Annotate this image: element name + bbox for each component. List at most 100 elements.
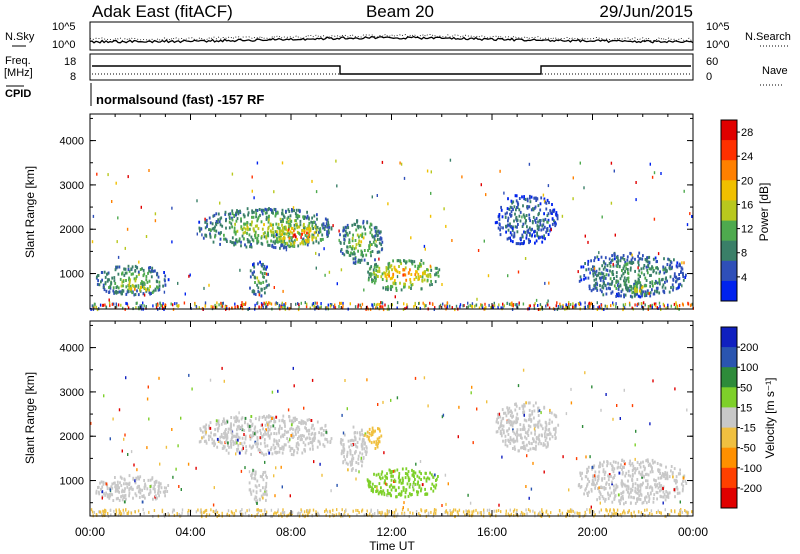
beam-title: Beam 20 — [366, 2, 434, 21]
echo-cell — [220, 433, 223, 436]
echo-cell — [299, 223, 302, 227]
echo-cell — [594, 483, 597, 487]
echo-cell — [164, 283, 167, 287]
ground-scatter-cell — [506, 302, 508, 305]
echo-cell — [552, 427, 555, 431]
echo-cell — [609, 494, 611, 498]
echo-cell — [118, 498, 121, 502]
echo-cell — [544, 429, 547, 433]
echo-cell — [613, 496, 616, 500]
echo-cell — [123, 494, 126, 498]
scatter-cell — [449, 158, 452, 162]
echo-cell — [604, 276, 607, 280]
scatter-cell — [338, 238, 340, 242]
ground-scatter-cell — [396, 301, 399, 305]
ground-scatter-cell — [265, 510, 268, 514]
scatter-cell — [288, 228, 290, 232]
scatter-cell — [238, 411, 240, 415]
echo-cell — [246, 231, 248, 235]
echo-cell — [607, 497, 610, 501]
echo-cell — [627, 490, 630, 494]
echo-cell — [137, 270, 140, 274]
echo-cell — [289, 214, 292, 218]
echo-cell — [517, 223, 519, 226]
echo-cell — [639, 472, 642, 476]
echo-cell — [608, 261, 611, 265]
echo-cell — [268, 214, 270, 218]
echo-cell — [623, 502, 625, 506]
echo-cell — [618, 285, 620, 289]
echo-cell — [405, 467, 408, 471]
echo-cell — [279, 246, 281, 250]
echo-cell — [128, 278, 130, 282]
echo-cell — [645, 284, 648, 288]
ground-scatter-cell — [664, 508, 666, 512]
echo-cell — [210, 431, 212, 435]
scatter-cell — [103, 394, 105, 398]
echo-cell — [601, 495, 604, 499]
echo-cell — [213, 444, 215, 448]
ground-scatter-cell — [418, 302, 420, 305]
ground-scatter-cell — [177, 305, 179, 308]
echo-cell — [344, 225, 347, 229]
echo-cell — [223, 445, 226, 449]
echo-cell — [166, 490, 169, 493]
echo-cell — [678, 273, 680, 276]
echo-cell — [253, 290, 256, 294]
echo-cell — [551, 222, 554, 226]
echo-cell — [291, 421, 294, 425]
echo-cell — [666, 494, 669, 498]
ground-scatter-cell — [341, 508, 343, 512]
echo-cell — [681, 489, 684, 493]
echo-cell — [649, 492, 652, 496]
echo-cell — [634, 471, 636, 475]
echo-cell — [622, 254, 625, 257]
echo-cell — [355, 243, 358, 247]
echo-cell — [408, 271, 410, 275]
echo-cell — [236, 438, 239, 442]
ground-scatter-cell — [155, 305, 158, 309]
echo-cell — [414, 482, 417, 486]
echo-cell — [544, 443, 546, 447]
echo-cell — [257, 227, 260, 231]
echo-cell — [613, 276, 615, 280]
echo-cell — [267, 415, 270, 419]
ground-scatter-cell — [115, 304, 118, 308]
echo-cell — [588, 284, 591, 288]
scatter-cell — [136, 468, 138, 472]
echo-cell — [345, 232, 348, 236]
ground-scatter-cell — [118, 511, 121, 515]
ground-scatter-cell — [600, 508, 602, 512]
echo-cell — [551, 420, 553, 424]
echo-cell — [373, 281, 376, 285]
echo-cell — [413, 260, 416, 264]
ground-scatter-cell — [264, 513, 266, 517]
echo-cell — [613, 467, 616, 471]
echo-cell — [432, 489, 435, 493]
scatter-cell — [187, 462, 190, 466]
ground-scatter-cell — [118, 508, 120, 512]
echo-cell — [622, 267, 625, 271]
echo-cell — [164, 274, 167, 278]
echo-cell — [550, 411, 553, 415]
echo-cell — [122, 494, 124, 498]
echo-cell — [299, 421, 302, 425]
echo-cell — [403, 282, 405, 286]
echo-cell — [340, 442, 343, 446]
scatter-cell — [318, 253, 320, 257]
scatter-cell — [145, 235, 148, 238]
echo-cell — [272, 230, 274, 234]
scatter-cell — [683, 189, 685, 193]
ground-scatter-cell — [384, 512, 386, 516]
echo-cell — [264, 492, 267, 496]
echo-cell — [132, 284, 135, 288]
ground-scatter-cell — [307, 512, 309, 516]
echo-cell — [637, 491, 639, 495]
echo-cell — [315, 223, 317, 227]
echo-cell — [543, 234, 545, 238]
echo-cell — [629, 266, 632, 270]
echo-cell — [636, 288, 638, 292]
echo-cell — [260, 288, 263, 292]
ground-scatter-cell — [206, 513, 208, 517]
echo-cell — [260, 431, 262, 435]
